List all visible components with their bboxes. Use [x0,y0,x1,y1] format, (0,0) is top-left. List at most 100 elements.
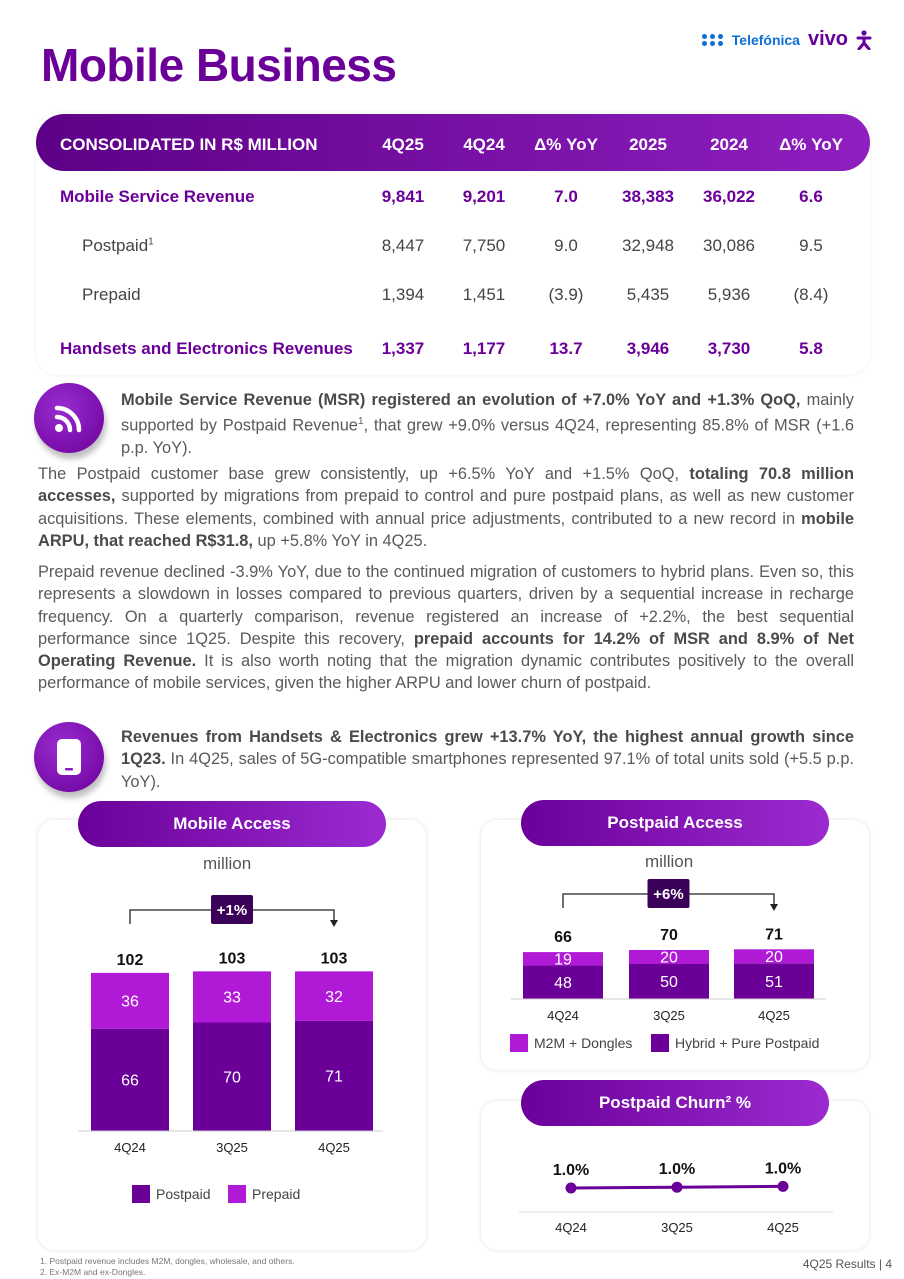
bar-prepaid [91,972,169,1029]
mobile-access-chart: 66 36 102 4Q24 70 33 103 3Q25 71 32 103 4Q25 +1% Post… [78,895,383,1203]
bar-value-label: 71 [325,1069,343,1086]
table-cell: 3,946 [626,339,670,358]
bar-m-m-dongles [629,950,709,964]
bar-value-label: 48 [554,975,572,992]
churn-chart: 1.0% 4Q24 1.0% 3Q25 1.0% 4Q25 [519,1160,833,1235]
bar-total-label: 103 [219,950,246,967]
table-row-label: Mobile Service Revenue [60,187,255,206]
churn-value-label: 1.0% [553,1162,589,1179]
churn-point [671,1181,683,1193]
table-header-2: Δ% YoY [534,135,598,154]
table-cell: 32,948 [622,236,674,255]
bar-value-label: 32 [325,989,343,1006]
bar-value-label: 20 [660,950,678,967]
table-cell: 1,177 [462,339,506,358]
table-row-label: Handsets and Electronics Revenues [60,339,353,358]
table-cell: 9,201 [462,187,506,206]
msr-text-a: mainly supported by Postpaid Revenue [121,391,854,435]
vivo-logo-text: vivo [807,28,848,50]
table-cell: 5,435 [626,285,670,304]
x-tick-label: 3Q25 [661,1220,693,1235]
growth-arrow [330,920,338,927]
page-number: 4Q25 Results | 4 [802,1257,892,1271]
paragraph-handsets: Revenues from Handsets & Electronics gre… [121,726,854,793]
x-tick-label: 3Q25 [653,1008,685,1023]
postpaid-text-a: The Postpaid customer base grew consiste… [38,465,690,483]
bar-hybrid-pure-postpaid [734,963,814,999]
x-tick-label: 4Q24 [547,1008,579,1023]
bar-total-label: 70 [660,927,678,944]
paragraph-msr: Mobile Service Revenue (MSR) registered … [121,389,854,459]
bar-value-label: 50 [660,974,678,991]
bar-m-m-dongles [523,952,603,966]
growth-arrow [770,904,778,911]
table-cell: 36,022 [703,187,755,206]
table-cell: 38,383 [622,187,674,206]
bar-value-label: 66 [121,1072,139,1089]
table-header-label: CONSOLIDATED IN R$ MILLION [60,135,318,154]
table-header-4: 2024 [710,135,748,154]
churn-value-label: 1.0% [659,1161,695,1178]
table-cell: 1,337 [381,339,425,358]
postpaid-text-c: up +5.8% YoY in 4Q25. [252,531,428,550]
page-title: Mobile Business [41,39,397,91]
mobile-access-unit: million [203,854,252,873]
bar-total-label: 102 [117,952,144,969]
prepaid-text-a: Prepaid revenue declined -3.9% YoY, due … [38,563,854,648]
bar-value-label: 20 [765,949,783,966]
msr-text-b: , that grew +9.0% versus 4Q24, represent… [121,416,854,458]
bar-value-label: 70 [223,1069,241,1086]
prepaid-highlight: prepaid accounts for 14.2% of MSR and 8.… [38,629,854,671]
churn-title: Postpaid Churn² % [521,1080,829,1126]
table-cell: (3.9) [548,285,584,304]
bar-m-m-dongles [734,949,814,964]
table-row-label: Postpaid1 [82,236,154,255]
table-cell: 30,086 [703,236,755,255]
paragraph-prepaid: Prepaid revenue declined -3.9% YoY, due … [38,561,854,695]
legend-swatch [510,1034,528,1052]
table-row-label: Prepaid [82,285,141,304]
table-cell: 1,394 [381,285,425,304]
x-tick-label: 4Q25 [758,1008,790,1023]
bar-total-label: 66 [554,929,572,946]
postpaid-text-b: supported by migrations from prepaid to … [38,487,854,528]
table-header-5: Δ% YoY [779,135,843,154]
table-header-0: 4Q25 [382,135,424,154]
legend-label: Hybrid + Pure Postpaid [675,1035,819,1051]
bar-prepaid [193,971,271,1023]
footnote-2: 2. Ex-M2M and ex-Dongles. [40,1267,146,1277]
x-tick-label: 4Q25 [767,1220,799,1235]
x-tick-label: 4Q25 [318,1140,350,1155]
table-cell: 1,451 [462,285,506,304]
table-cell: 5,936 [707,285,751,304]
mobile-access-title: Mobile Access [78,801,386,847]
postpaid-access-unit: million [645,852,694,871]
table-cell: 9.0 [554,236,578,255]
table-cell: 3,730 [707,339,751,358]
postpaid-access-chart: 48 19 66 4Q24 50 20 70 3Q25 51 20 71 4Q25 +6% M2M + D… [510,879,826,1052]
bar-value-label: 19 [554,951,572,968]
bar-value-label: 36 [121,993,139,1010]
table-cell: 9,841 [381,187,425,206]
legend-swatch [228,1185,246,1203]
brand-logos: Telefónica vivo [701,28,872,51]
handsets-text: In 4Q25, sales of 5G-compatible smartpho… [121,750,854,791]
churn-point [565,1182,577,1194]
handsets-highlight: Revenues from Handsets & Electronics gre… [121,728,854,769]
postpaid-highlight-b: mobile ARPU, that reached R$31.8, [38,509,854,550]
table-cell: 7.0 [554,187,578,206]
legend-label: Prepaid [252,1186,300,1202]
table-header-1: 4Q24 [463,135,505,154]
postpaid-highlight-a: totaling 70.8 million accesses, [38,465,854,506]
table-header-3: 2025 [629,135,667,154]
growth-badge [647,879,690,908]
bar-total-label: 103 [321,950,348,967]
telefonica-logo-icon [701,33,724,46]
growth-label: +6% [653,886,683,903]
x-tick-label: 4Q24 [555,1220,587,1235]
legend-swatch [132,1185,150,1203]
bar-value-label: 33 [223,990,241,1007]
table-cell: 6.6 [799,187,823,206]
postpaid-access-title: Postpaid Access [521,800,829,846]
